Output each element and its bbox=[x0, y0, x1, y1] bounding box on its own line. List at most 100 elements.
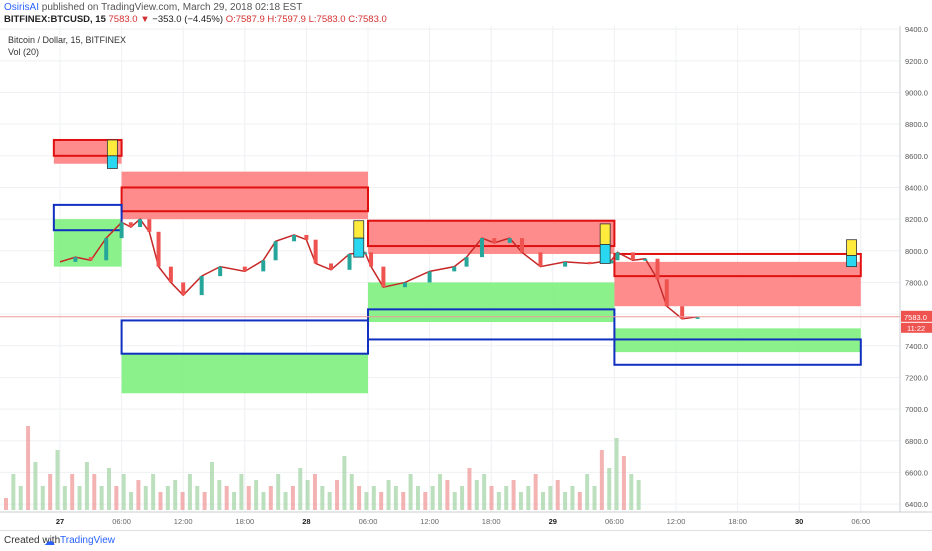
volume-bar bbox=[268, 486, 273, 510]
volume-bar bbox=[136, 480, 141, 510]
demand-zone bbox=[368, 282, 615, 323]
time-tick-label: 27 bbox=[56, 517, 64, 526]
volume-bar bbox=[254, 480, 259, 510]
volume-bar bbox=[55, 450, 60, 510]
last-price-badge-label: 7583.0 bbox=[904, 313, 927, 322]
symbol-line: BITFINEX:BTCUSD, 15 7583.0 ▼ −353.0 (−4.… bbox=[4, 14, 387, 25]
candle bbox=[329, 263, 334, 270]
marker-cyan bbox=[353, 237, 365, 258]
candle bbox=[218, 266, 223, 277]
demand-zone bbox=[121, 353, 368, 394]
candle bbox=[261, 260, 266, 272]
volume-bar bbox=[48, 474, 53, 510]
supply-zone bbox=[53, 139, 122, 164]
volume-bar bbox=[298, 468, 303, 510]
price-tick-label: 8000.0 bbox=[905, 247, 928, 256]
red-level-box bbox=[120, 186, 369, 213]
volume-bar bbox=[92, 474, 97, 510]
price-tick-label: 8600.0 bbox=[905, 152, 928, 161]
published-text: published on TradingView.com, March 29, … bbox=[41, 2, 303, 13]
price-change: −353.0 (−4.45%) bbox=[152, 14, 224, 25]
candle bbox=[452, 266, 457, 272]
candle bbox=[273, 241, 278, 261]
candle bbox=[680, 306, 685, 319]
candle bbox=[520, 238, 524, 253]
price-chart[interactable]: 9400.0 9200.0 9000.0 8800.0 8600.0 8400.0 8200… bbox=[0, 26, 932, 530]
volume-bar bbox=[187, 474, 192, 510]
volume-bar bbox=[563, 492, 568, 510]
volume-bar bbox=[18, 486, 23, 510]
time-tick-label: 18:00 bbox=[728, 517, 747, 526]
candle bbox=[587, 261, 592, 264]
volume-bar bbox=[504, 486, 509, 510]
last-price: 7583.0 bbox=[108, 14, 138, 25]
price-tick-label: 7000.0 bbox=[905, 405, 928, 414]
volume-bar bbox=[467, 468, 472, 510]
candle bbox=[427, 271, 432, 283]
time-tick-label: 30 bbox=[795, 517, 803, 526]
price-tick-label: 7200.0 bbox=[905, 373, 928, 382]
volume-bar bbox=[349, 474, 354, 510]
supply-zone bbox=[614, 261, 861, 307]
volume-bar bbox=[261, 492, 266, 510]
time-tick-label: 12:00 bbox=[174, 517, 193, 526]
volume-bar bbox=[114, 486, 119, 510]
time-tick-label: 06:00 bbox=[851, 517, 870, 526]
price-axis bbox=[900, 26, 932, 530]
volume-bar bbox=[305, 480, 310, 510]
time-tick-label: 06:00 bbox=[112, 517, 131, 526]
volume-bar bbox=[129, 492, 134, 510]
tradingview-link[interactable]: TradingView bbox=[60, 535, 116, 546]
candle bbox=[538, 252, 543, 267]
volume-bar bbox=[106, 468, 111, 510]
price-tick-label: 6400.0 bbox=[905, 500, 928, 509]
candle bbox=[609, 260, 614, 264]
marker-yellow bbox=[106, 139, 118, 157]
volume-bar bbox=[151, 474, 156, 510]
red-level-box bbox=[613, 252, 862, 278]
volume-bar bbox=[489, 486, 494, 510]
down-arrow-icon: ▼ bbox=[140, 14, 150, 25]
chart-area[interactable]: 9400.0 9200.0 9000.0 8800.0 8600.0 8400.0 8200… bbox=[0, 26, 932, 530]
volume-bar bbox=[70, 474, 75, 510]
volume-bar bbox=[357, 486, 362, 510]
candle bbox=[313, 239, 318, 264]
volume-bar bbox=[460, 486, 465, 510]
volume-bar bbox=[209, 462, 214, 510]
volume-bar bbox=[379, 492, 384, 510]
red-level-box bbox=[367, 219, 616, 248]
volume-bar bbox=[599, 450, 604, 510]
time-tick-label: 12:00 bbox=[420, 517, 439, 526]
volume-bar bbox=[592, 486, 597, 510]
candle bbox=[664, 279, 669, 307]
volume-bar bbox=[239, 474, 244, 510]
candle bbox=[199, 276, 204, 296]
volume-bar bbox=[621, 456, 626, 510]
marker-cyan bbox=[599, 244, 611, 264]
candle bbox=[381, 266, 386, 288]
marker-yellow bbox=[599, 223, 611, 245]
volume-bar bbox=[393, 486, 398, 510]
volume-bar bbox=[636, 480, 641, 510]
volume-bar bbox=[77, 486, 82, 510]
author-link[interactable]: OsirisAI bbox=[4, 2, 39, 13]
chart-legend: Bitcoin / Dollar, 15, BITFINEX Vol (20) bbox=[8, 34, 126, 58]
candle bbox=[147, 219, 152, 232]
volume-bar bbox=[99, 486, 104, 510]
volume-bar bbox=[180, 492, 185, 510]
blue-level-box bbox=[613, 338, 862, 366]
last-price-badge bbox=[901, 310, 932, 322]
volume-bar bbox=[401, 492, 406, 510]
time-tick-label: 29 bbox=[549, 517, 557, 526]
candle bbox=[655, 258, 660, 280]
volume-bar bbox=[364, 492, 369, 510]
volume-bar bbox=[158, 492, 163, 510]
volume-bar bbox=[629, 474, 634, 510]
volume-bar bbox=[283, 492, 288, 510]
volume-bar bbox=[342, 456, 347, 510]
candle bbox=[507, 238, 512, 243]
volume-bar bbox=[173, 480, 178, 510]
candle bbox=[347, 253, 352, 270]
time-tick-label: 12:00 bbox=[667, 517, 686, 526]
volume-bar bbox=[121, 474, 126, 510]
